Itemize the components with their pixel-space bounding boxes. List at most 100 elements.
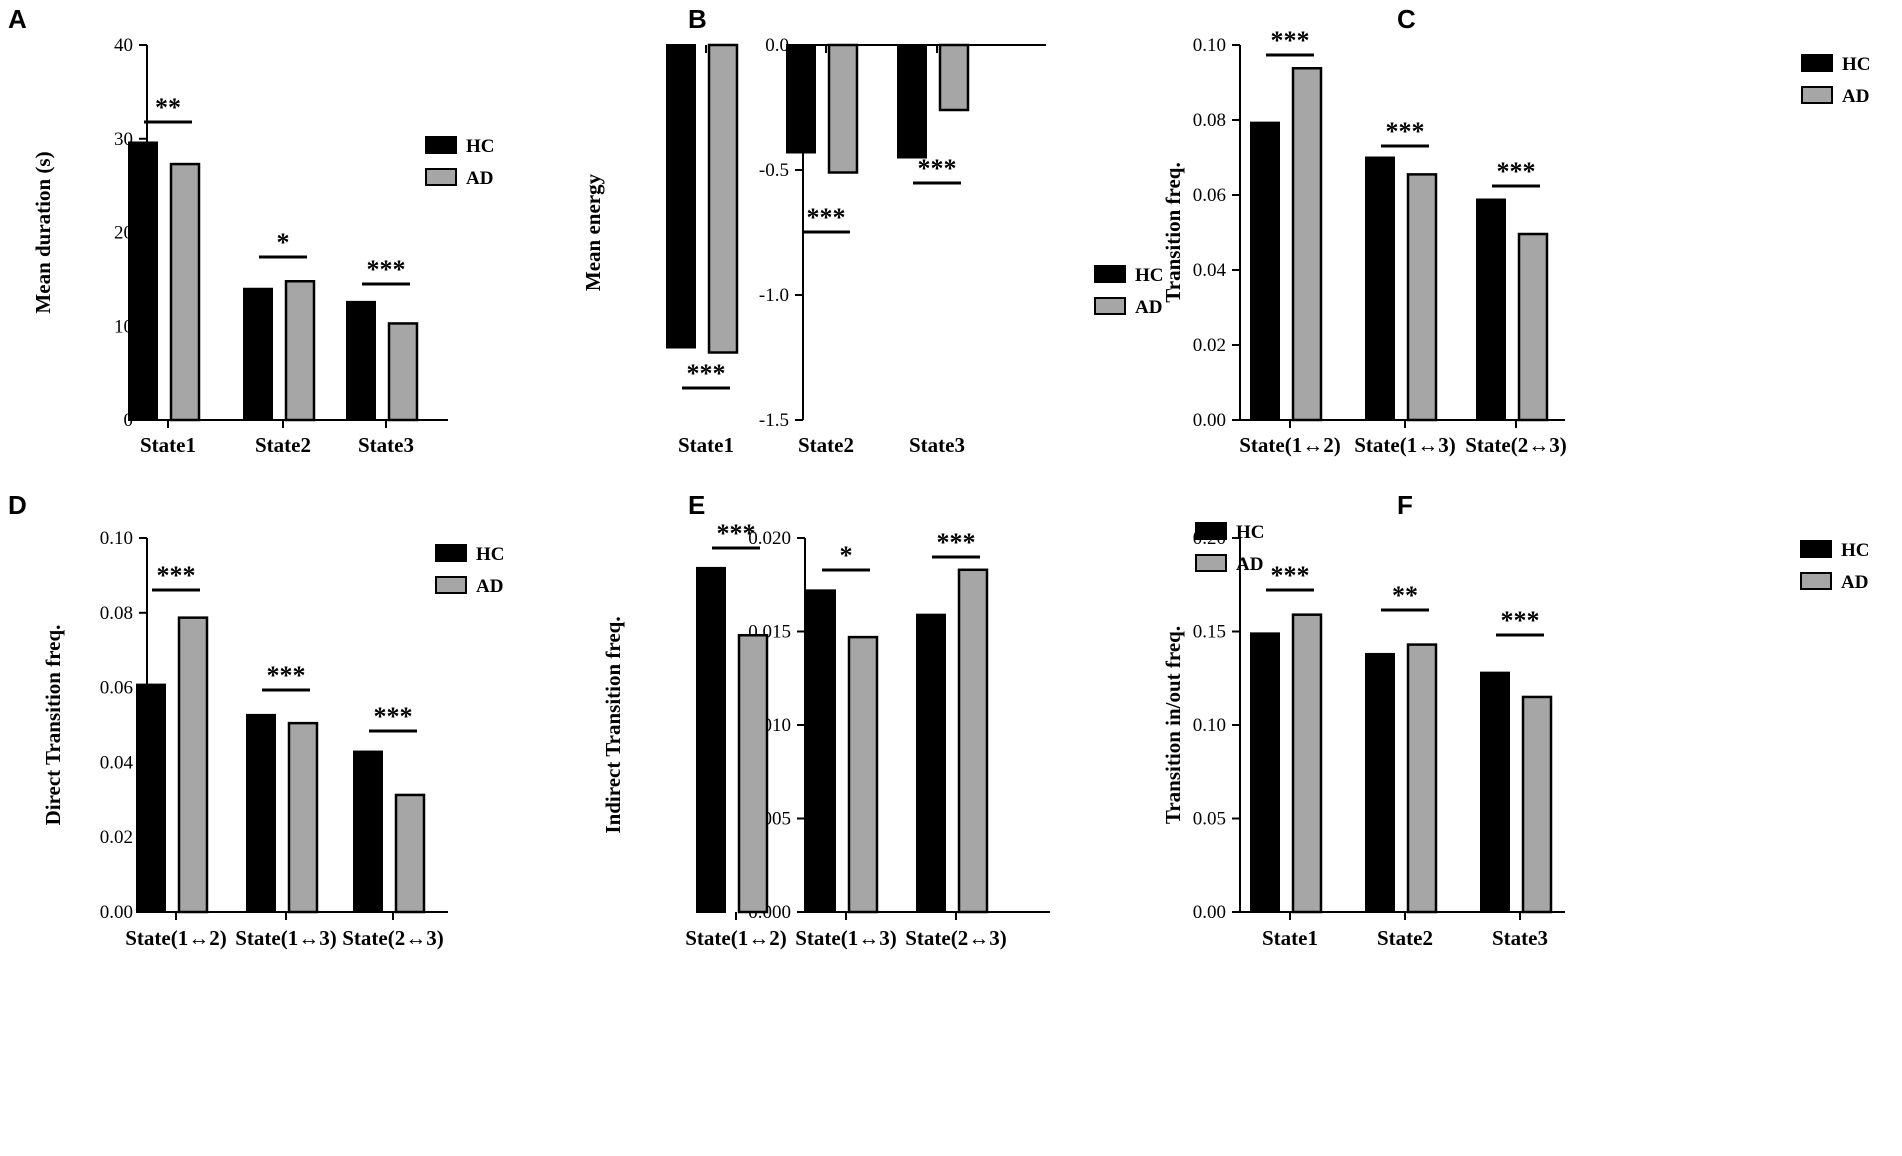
- y-axis-title: Indirect Transition freq.: [601, 616, 625, 833]
- significance-label: ***: [1271, 26, 1310, 55]
- y-tick-label: 0.06: [1193, 185, 1226, 206]
- x-tick-label: State(1↔3): [235, 926, 336, 950]
- significance-label: ***: [367, 255, 406, 284]
- panel-b: B 0.0 -0.5 -1.0 -1.5 Mean energy State1 *** Stat…: [581, 4, 1164, 457]
- y-tick-label: 0.00: [1193, 410, 1226, 431]
- x-tick-label: State(1↔2): [685, 926, 786, 950]
- bar-ad: [1406, 643, 1438, 914]
- bar-ad: [1521, 695, 1553, 914]
- legend-label-ad: AD: [1135, 297, 1162, 318]
- bar-ad: [177, 616, 209, 914]
- y-axis-title: Mean energy: [581, 173, 605, 291]
- bar-hc: [786, 44, 816, 154]
- bar-hc: [246, 713, 276, 913]
- y-tick-label: 0.15: [1193, 622, 1226, 643]
- legend-label-hc: HC: [1842, 54, 1871, 75]
- bar-ad: [938, 43, 970, 112]
- significance-label: ***: [1386, 117, 1425, 146]
- bar-hc: [1250, 121, 1280, 421]
- y-tick-label: 0.05: [1193, 809, 1226, 830]
- y-tick-label: 0.08: [1193, 110, 1226, 131]
- legend-label-ad: AD: [1842, 86, 1869, 107]
- significance-label: ***: [1497, 157, 1536, 186]
- y-tick-label: -1.0: [759, 285, 789, 306]
- y-tick-label: 0.02: [100, 827, 133, 848]
- legend-swatch-ad: [1195, 554, 1227, 572]
- y-tick-label: 0.00: [1193, 902, 1226, 923]
- legend-label-ad: AD: [1841, 572, 1868, 593]
- legend-swatch-ad: [1801, 86, 1833, 104]
- bar-hc: [897, 44, 927, 159]
- significance-label: **: [155, 93, 181, 122]
- bar-ad: [1406, 173, 1438, 422]
- panel-letter: A: [8, 4, 27, 34]
- x-tick-label: State1: [678, 433, 734, 457]
- panel-d: D 0.00 0.02 0.04 0.06 0.08 0.10 Direct Transiti…: [8, 490, 505, 950]
- x-tick-label: State(1↔3): [795, 926, 896, 950]
- significance-label: ***: [687, 359, 726, 388]
- significance-label: ***: [937, 528, 976, 557]
- bar-ad: [284, 280, 316, 422]
- legend-swatch-ad: [1800, 572, 1832, 590]
- legend-swatch-ad: [425, 168, 457, 186]
- y-axis-title: Transition freq.: [1161, 162, 1185, 302]
- y-tick-label: 0.10: [1193, 715, 1226, 736]
- legend-label-hc: HC: [1135, 265, 1164, 286]
- bar-hc: [696, 566, 726, 913]
- x-tick-label: State3: [909, 433, 965, 457]
- bar-hc: [1365, 652, 1395, 913]
- y-tick-label: -0.5: [759, 160, 789, 181]
- legend-swatch-hc: [1195, 522, 1227, 540]
- bar-hc: [806, 589, 836, 913]
- y-tick-label: 40: [114, 35, 133, 56]
- y-tick-label: -1.5: [759, 410, 789, 431]
- bar-ad: [394, 793, 426, 914]
- significance-label: ***: [1271, 561, 1310, 590]
- bar-ad: [847, 635, 879, 914]
- legend-label-hc: HC: [466, 136, 495, 157]
- legend-swatch-hc: [435, 544, 467, 562]
- bar-ad: [387, 322, 419, 422]
- bar-hc: [128, 141, 158, 421]
- legend-label-hc: HC: [1841, 540, 1870, 561]
- bar-ad: [827, 43, 859, 174]
- bar-ad: [707, 43, 739, 354]
- bar-ad: [287, 721, 319, 914]
- panel-letter: E: [688, 490, 705, 520]
- bar-hc: [353, 750, 383, 914]
- x-tick-label: State1: [140, 433, 196, 457]
- panel-letter: B: [688, 4, 707, 34]
- x-tick-label: State3: [358, 433, 414, 457]
- significance-label: ***: [1501, 606, 1540, 635]
- significance-label: ***: [918, 154, 957, 183]
- significance-label: ***: [807, 203, 846, 232]
- legend-label-hc: HC: [476, 544, 505, 565]
- y-tick-label: 0.020: [748, 528, 791, 549]
- bar-hc: [1365, 156, 1395, 421]
- bar-hc: [243, 287, 273, 421]
- x-tick-label: State(1↔2): [125, 926, 226, 950]
- x-tick-label: State(1↔2): [1239, 433, 1340, 457]
- bar-ad: [169, 162, 201, 422]
- x-tick-label: State1: [1262, 926, 1318, 950]
- y-axis-title: Direct Transition freq.: [41, 625, 65, 826]
- bar-ad: [1517, 232, 1549, 422]
- significance-label: **: [1392, 581, 1418, 610]
- y-axis-title: Transition in/out freq.: [1161, 626, 1185, 824]
- y-tick-label: 0.06: [100, 678, 133, 699]
- bar-ad: [1291, 67, 1323, 422]
- bar-ad: [1291, 613, 1323, 914]
- y-tick-label: 0.04: [100, 752, 134, 773]
- legend-swatch-hc: [1801, 54, 1833, 72]
- panel-f: F 0.00 0.05 0.10 0.15 0.20 Transition in/out f…: [1161, 490, 1870, 950]
- bar-ad: [957, 568, 989, 914]
- bar-hc: [346, 300, 376, 421]
- legend-label-hc: HC: [1236, 522, 1265, 543]
- legend-swatch-ad: [1094, 297, 1126, 315]
- significance-label: *: [277, 228, 290, 257]
- y-tick-label: 0.10: [100, 528, 133, 549]
- x-tick-label: State(2↔3): [342, 926, 443, 950]
- y-tick-label: 0.00: [100, 902, 133, 923]
- legend-label-ad: AD: [476, 576, 503, 597]
